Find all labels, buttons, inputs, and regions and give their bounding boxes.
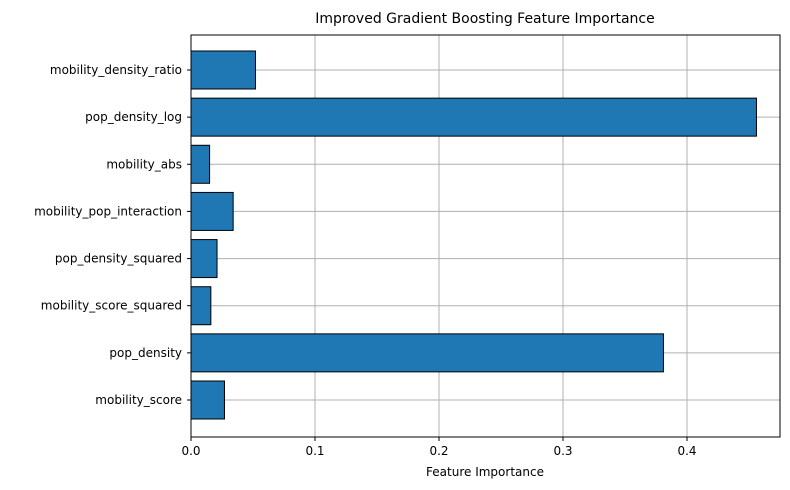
x-axis-ticks: 0.0 0.1 0.2 0.3 0.4: [181, 437, 697, 458]
bar-mobility-score-squared: [190, 286, 212, 326]
x-tick-label: 0.1: [305, 444, 324, 458]
bar-pop-density-log: [190, 97, 757, 137]
chart-title: Improved Gradient Boosting Feature Impor…: [315, 11, 655, 27]
y-axis-ticks: mobility_score pop_density mobility_score_…: [34, 63, 191, 407]
y-tick-label: mobility_score: [95, 393, 182, 407]
y-tick-label: pop_density_squared: [55, 252, 182, 266]
bar-pop-density: [190, 333, 664, 373]
plot-frame: [190, 34, 781, 438]
bar-mobility-density-ratio: [190, 50, 256, 90]
bar-mobility-score: [190, 380, 225, 420]
x-tick-label: 0.4: [677, 444, 696, 458]
y-tick-label: mobility_density_ratio: [50, 63, 182, 77]
y-tick-label: pop_density_log: [85, 110, 182, 124]
y-tick-label: mobility_pop_interaction: [34, 204, 182, 218]
y-tick-label: mobility_score_squared: [41, 299, 182, 313]
bars: [190, 50, 757, 420]
x-axis-label: Feature Importance: [426, 465, 544, 479]
grid-lines: [190, 35, 780, 437]
bar-pop-density-squared: [190, 239, 218, 279]
y-tick-label: pop_density: [109, 346, 182, 360]
x-tick-label: 0.0: [181, 444, 200, 458]
y-tick-label: mobility_abs: [106, 157, 182, 171]
x-tick-label: 0.3: [553, 444, 572, 458]
bar-mobility-abs: [190, 144, 211, 184]
bar-mobility-pop-interaction: [190, 191, 234, 231]
x-tick-label: 0.2: [429, 444, 448, 458]
